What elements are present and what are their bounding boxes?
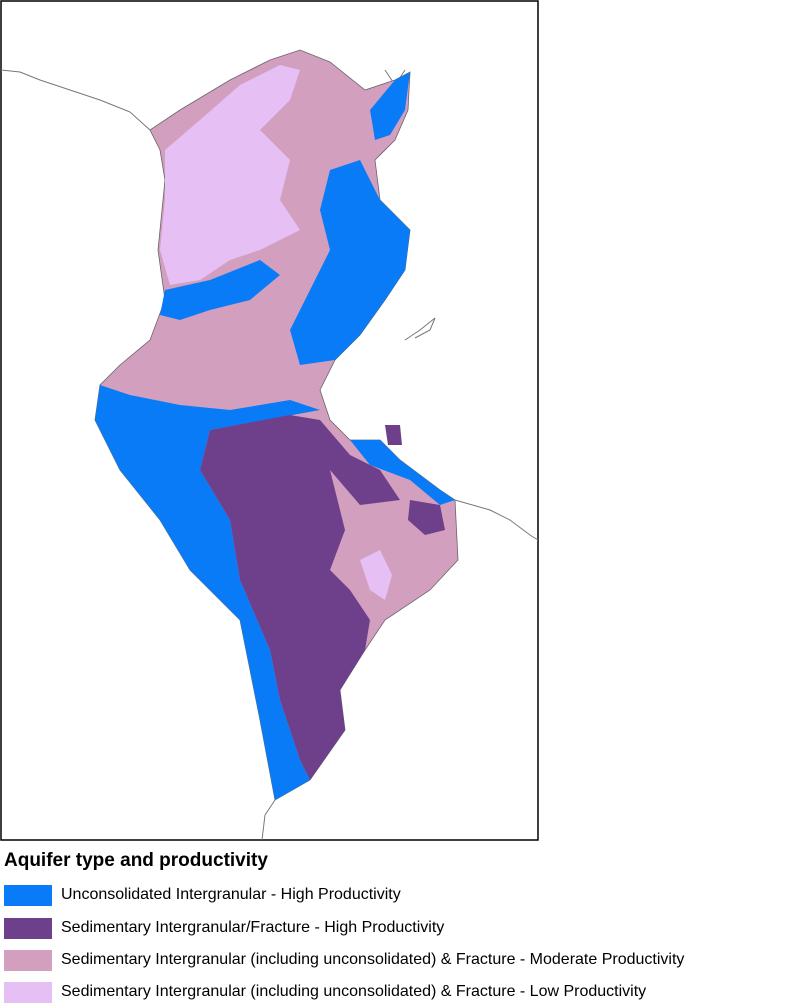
legend-swatch xyxy=(4,884,52,906)
aquifer-region xyxy=(408,500,445,535)
legend-label: Sedimentary Intergranular/Fracture - Hig… xyxy=(61,919,445,936)
aquifer-region xyxy=(95,385,320,800)
legend-swatch xyxy=(4,981,52,1003)
aquifer-region xyxy=(370,72,410,140)
legend-item: Unconsolidated Intergranular - High Prod… xyxy=(4,884,401,906)
coastline xyxy=(454,499,539,541)
legend-label: Sedimentary Intergranular (including unc… xyxy=(61,951,685,968)
legend-label: Unconsolidated Intergranular - High Prod… xyxy=(61,886,401,903)
aquifer-region xyxy=(350,440,455,505)
aquifer-region xyxy=(385,425,402,445)
aquifer-region xyxy=(290,160,410,365)
legend-label: Sedimentary Intergranular (including unc… xyxy=(61,983,647,1000)
coastline xyxy=(0,69,151,131)
aquifer-region xyxy=(360,550,392,600)
border xyxy=(261,799,276,841)
map xyxy=(0,0,539,841)
legend-swatch xyxy=(4,917,52,939)
legend-item: Sedimentary Intergranular (including unc… xyxy=(4,981,646,1003)
aquifer-region xyxy=(160,260,280,320)
legend-item: Sedimentary Intergranular (including unc… xyxy=(4,949,684,971)
island-coast xyxy=(404,317,436,341)
legend-item: Sedimentary Intergranular/Fracture - Hig… xyxy=(4,917,444,939)
legend-title: Aquifer type and productivity xyxy=(4,850,268,871)
legend-swatch xyxy=(4,949,52,971)
aquifer-region xyxy=(160,65,300,285)
aquifer-region xyxy=(200,415,400,780)
